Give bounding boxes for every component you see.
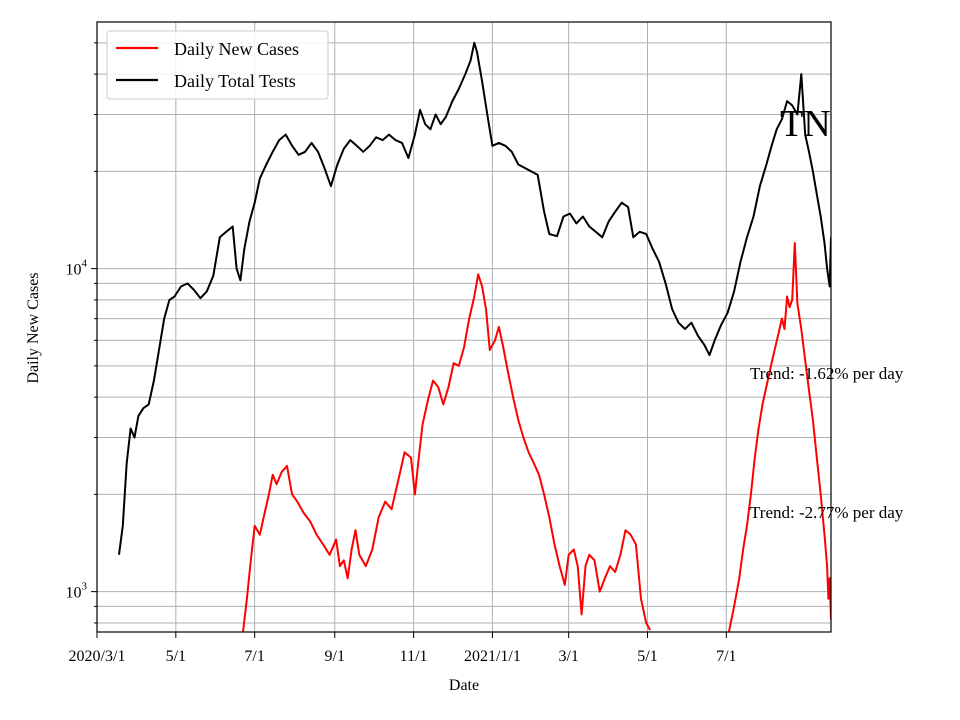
trend-annotation-tests: Trend: -1.62% per day <box>750 364 904 383</box>
x-tick-label: 2021/1/1 <box>464 648 521 665</box>
x-axis-label: Date <box>449 677 479 694</box>
grid-lines <box>96 22 831 632</box>
y-tick-label: 104 <box>66 258 88 279</box>
axes-frame <box>96 21 832 633</box>
legend-label-daily-total-tests: Daily Total Tests <box>174 71 296 91</box>
x-tick-label: 7/1 <box>716 648 736 665</box>
x-tick-label: 5/1 <box>166 648 186 665</box>
corner-label: TN <box>780 103 831 145</box>
y-axis-label: Daily New Cases <box>25 272 42 383</box>
x-tick-label: 11/1 <box>400 648 428 665</box>
y-tick-label: 103 <box>66 581 88 602</box>
x-tick-label: 2020/3/1 <box>69 648 126 665</box>
series-lines <box>118 41 831 632</box>
x-tick-label: 9/1 <box>325 648 345 665</box>
legend: Daily New Cases Daily Total Tests <box>106 30 329 100</box>
line-daily-new-cases <box>727 242 831 632</box>
x-tick-label: 3/1 <box>558 648 578 665</box>
x-tick-label: 5/1 <box>637 648 657 665</box>
line-daily-total-tests <box>118 41 831 555</box>
legend-box <box>106 30 329 100</box>
axis-ticks: 103 104 2020/3/1 5/1 7/1 9/1 11/1 2021/1/1 3/1 5/… <box>66 42 737 665</box>
x-tick-label: 7/1 <box>244 648 264 665</box>
legend-label-daily-new-cases: Daily New Cases <box>174 39 299 59</box>
trend-annotation-cases: Trend: -2.77% per day <box>750 503 904 522</box>
line-daily-new-cases <box>242 273 651 632</box>
